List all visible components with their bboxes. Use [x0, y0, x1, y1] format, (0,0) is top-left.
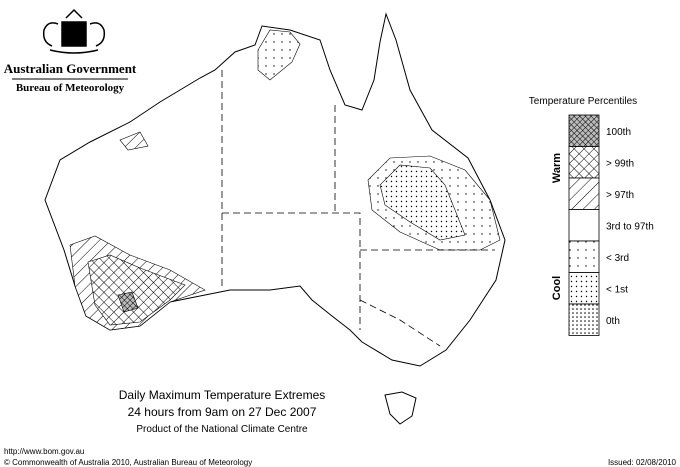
legend: 100th > 99th > 97th 3rd to 97th < 3rd < 1st 0t… [568, 114, 654, 336]
legend-cool: Cool [551, 276, 563, 300]
legend-swatch [568, 209, 600, 242]
region-low [257, 29, 301, 81]
caption-title: Daily Maximum Temperature Extremes [119, 388, 326, 402]
copyright: © Commonwealth of Australia 2010, Austra… [4, 458, 252, 467]
tasmania [384, 391, 417, 425]
legend-warm: Warm [551, 153, 563, 183]
issued: Issued: 02/08/2010 [608, 458, 677, 467]
legend-label: > 99th [606, 158, 634, 169]
state-border [222, 212, 361, 330]
caption-product: Product of the National Climate Centre [136, 424, 308, 435]
region-warmer [87, 254, 186, 326]
legend-label: 100th [606, 127, 631, 138]
legend-swatch [568, 177, 600, 210]
url: http://www.bom.gov.au [4, 447, 84, 456]
legend-swatch [568, 114, 600, 147]
government: Australian Government [4, 61, 137, 76]
crest [42, 8, 106, 54]
legend-swatch [568, 303, 600, 336]
legend-label: < 3rd [606, 253, 629, 264]
region-warm [119, 131, 149, 151]
bureau: Bureau of Meteorology [16, 82, 125, 94]
region-hottest [117, 291, 139, 313]
legend-label: 3rd to 97th [606, 221, 654, 232]
caption-subtitle: 24 hours from 9am on 27 Dec 2007 [128, 405, 317, 419]
legend-swatch [568, 240, 600, 273]
state-border [359, 299, 441, 347]
legend-label: 0th [606, 316, 620, 327]
legend-label: > 97th [606, 190, 634, 201]
region-lower [379, 164, 466, 241]
legend-swatch [568, 146, 600, 179]
legend-label: < 1st [606, 284, 628, 295]
legend-title: Temperature Percentiles [529, 96, 637, 107]
legend-swatch [568, 272, 600, 305]
